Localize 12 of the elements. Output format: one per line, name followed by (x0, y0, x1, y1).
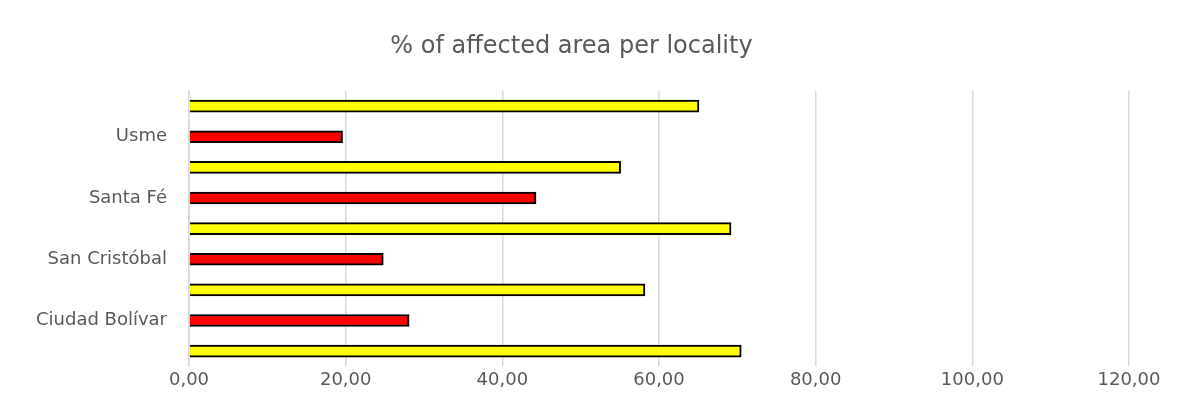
x-tick-label: 0,00 (168, 367, 210, 389)
x-tick-label: 60,00 (633, 367, 685, 389)
y-tick-label: Santa Fé (88, 185, 168, 207)
x-tick-label: 40,00 (476, 367, 529, 389)
chart-title: % of affected area per locality (390, 30, 753, 59)
x-tick-label: 100,00 (940, 367, 1004, 389)
y-tick-label: Usme (115, 124, 168, 146)
x-tick-label: 80,00 (789, 367, 842, 389)
x-tick-label: 20,00 (319, 367, 372, 389)
y-tick-label: San Cristóbal (47, 246, 168, 268)
y-tick-label: Ciudad Bolívar (36, 308, 168, 330)
x-tick-label: 120,00 (1097, 367, 1161, 389)
